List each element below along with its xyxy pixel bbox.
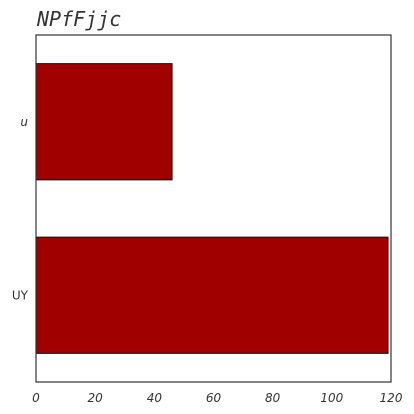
bar-u	[35, 63, 173, 181]
y-tick-labels: u UY	[12, 115, 29, 303]
y-tick-label-UY: UY	[12, 288, 29, 302]
x-tick-label-20: 20	[88, 391, 104, 405]
x-tick-label-80: 80	[265, 391, 281, 405]
x-tick-labels: 0 20 40 60 80 100 120	[32, 391, 403, 405]
bar-UY	[35, 236, 389, 354]
chart-title: NPfFjjc	[36, 7, 121, 31]
x-tick-label-0: 0	[32, 391, 40, 405]
plot-frame	[35, 34, 392, 383]
x-tick-label-120: 120	[380, 391, 403, 405]
y-tick-label-u: u	[20, 115, 28, 129]
bars-group	[35, 63, 389, 354]
x-tick-label-60: 60	[206, 391, 222, 405]
x-tick-label-100: 100	[320, 391, 343, 405]
x-tick-label-40: 40	[147, 391, 163, 405]
